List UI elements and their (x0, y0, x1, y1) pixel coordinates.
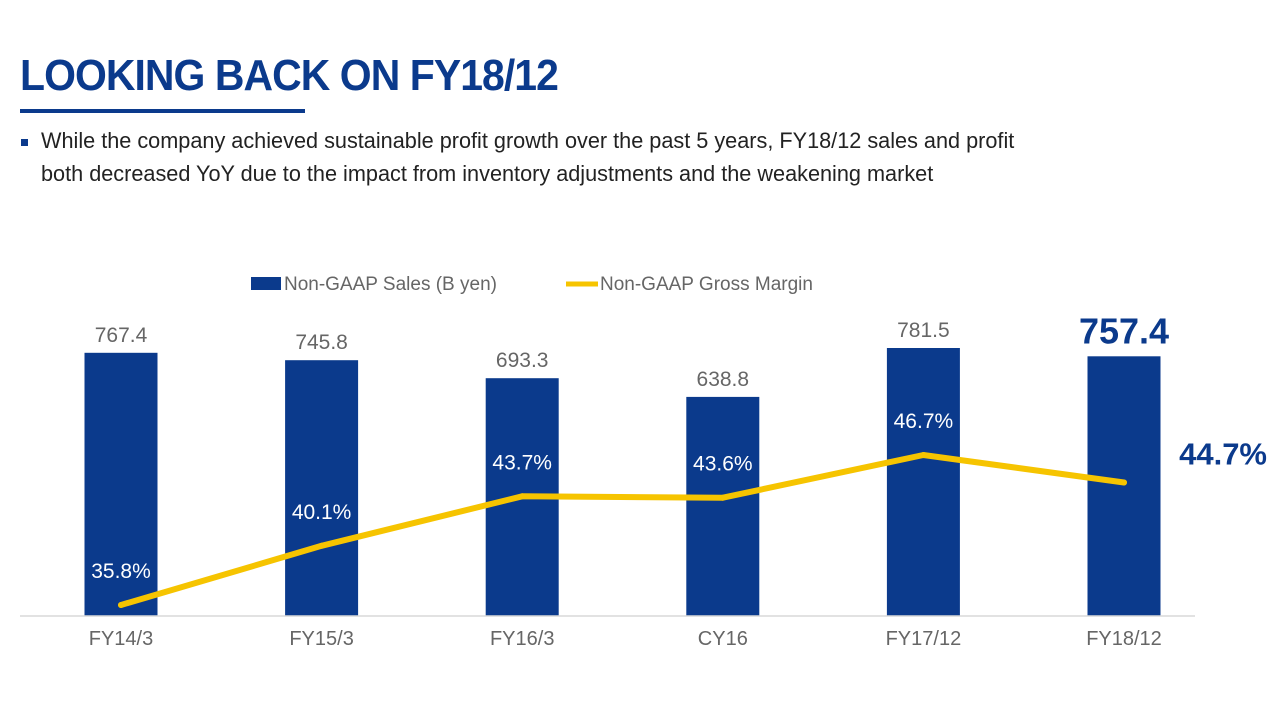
sales-bar-5 (886, 348, 960, 616)
x-tick-label-6: FY18/12 (1086, 628, 1162, 650)
gross-margin-line (118, 452, 1127, 608)
gross-margin-point-2 (318, 542, 325, 549)
x-tick-label-3: FY16/3 (490, 628, 554, 650)
title-underline (20, 109, 305, 113)
gross-margin-label-6: 44.7% (1179, 437, 1267, 472)
legend-sales-label: Non-GAAP Sales (B yen) (284, 274, 497, 295)
page-title: LOOKING BACK ON FY18/12 (20, 51, 559, 100)
gross-margin-label-2: 40.1% (292, 501, 352, 524)
gross-margin-point-1 (118, 602, 124, 608)
sales-value-label-3: 693.3 (496, 349, 549, 372)
x-tick-label-5: FY17/12 (886, 628, 962, 650)
sales-value-label-6: 757.4 (1079, 310, 1169, 351)
gross-margin-label-4: 43.6% (693, 453, 753, 476)
gross-margin-point-4 (719, 494, 726, 501)
sales-bar-6 (1087, 356, 1161, 616)
gross-margin-label-1: 35.8% (91, 560, 151, 583)
bullet-marker (21, 139, 28, 146)
x-axis-ticks: FY14/3 FY15/3 FY16/3 CY16 FY17/12 FY18/12 (89, 628, 1162, 650)
x-tick-label-1: FY14/3 (89, 628, 153, 650)
bullet-text-line-1: While the company achieved sustainable p… (41, 128, 1015, 153)
legend-bar-swatch (251, 277, 281, 290)
bullet-text-line-2: both decreased YoY due to the impact fro… (41, 161, 934, 186)
gross-margin-labels: 35.8% 40.1% 43.7% 43.6% 46.7% 44.7% (91, 410, 1267, 583)
sales-value-label-5: 781.5 (897, 319, 950, 342)
x-tick-label-2: FY15/3 (289, 628, 353, 650)
sales-value-labels: 767.4 745.8 693.3 638.8 781.5 757.4 (95, 310, 1169, 391)
x-tick-label-4: CY16 (698, 628, 748, 650)
summary-bullet: While the company achieved sustainable p… (20, 124, 1276, 190)
sales-value-label-4: 638.8 (697, 368, 750, 391)
sales-bars (84, 348, 1161, 616)
gross-margin-point-3 (519, 493, 526, 500)
gross-margin-label-3: 43.7% (492, 451, 552, 474)
sales-value-label-2: 745.8 (295, 331, 348, 354)
sales-value-label-1: 767.4 (95, 324, 148, 347)
sales-bar-1 (84, 352, 158, 616)
gross-margin-point-6 (1121, 479, 1127, 486)
sales-bar-2 (285, 360, 359, 616)
sales-bar-4 (686, 396, 760, 616)
legend-margin-label: Non-GAAP Gross Margin (600, 274, 813, 295)
legend: Non-GAAP Sales (B yen) Non-GAAP Gross Ma… (251, 274, 813, 295)
gross-margin-point-5 (920, 452, 927, 458)
gross-margin-label-5: 46.7% (894, 410, 954, 433)
gross-margin-polyline (118, 452, 1127, 608)
